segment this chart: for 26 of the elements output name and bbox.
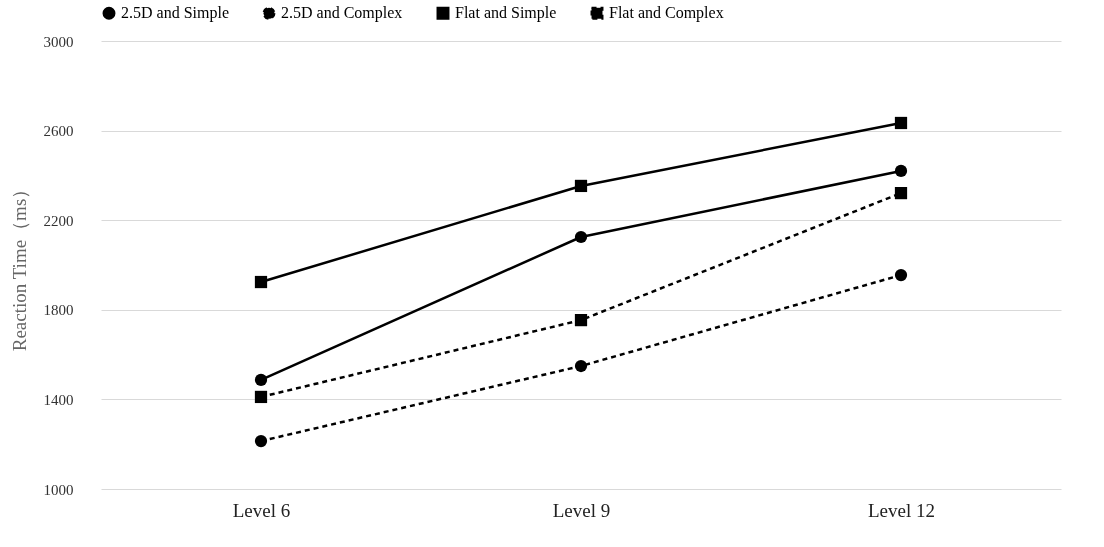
point <box>254 390 268 404</box>
legend-label: Flat and Complex <box>609 4 724 23</box>
point <box>254 434 268 448</box>
point <box>894 186 908 200</box>
y-tick-label: 1800 <box>43 302 74 319</box>
y-tick-label: 1400 <box>43 391 74 408</box>
point <box>254 275 268 289</box>
x-tick-label: Level 6 <box>232 499 291 521</box>
y-tick-label: 2600 <box>43 123 74 140</box>
legend-label: 2.5D and Complex <box>281 4 403 23</box>
point <box>574 179 588 193</box>
y-tick-label: 3000 <box>43 33 74 50</box>
y-axis-title: Reaction Time（ms） <box>8 179 30 352</box>
legend-label: 2.5D and Simple <box>121 4 229 23</box>
point <box>894 268 908 282</box>
legend-label: Flat and Simple <box>455 4 557 23</box>
point <box>894 116 908 130</box>
point <box>574 313 588 327</box>
y-tick-label: 1000 <box>43 481 74 498</box>
point <box>574 230 588 244</box>
point <box>254 373 268 387</box>
point <box>894 164 908 178</box>
x-tick-label: Level 12 <box>867 499 936 521</box>
x-tick-label: Level 9 <box>552 499 611 521</box>
y-tick-label: 2200 <box>43 212 74 229</box>
point <box>574 359 588 373</box>
